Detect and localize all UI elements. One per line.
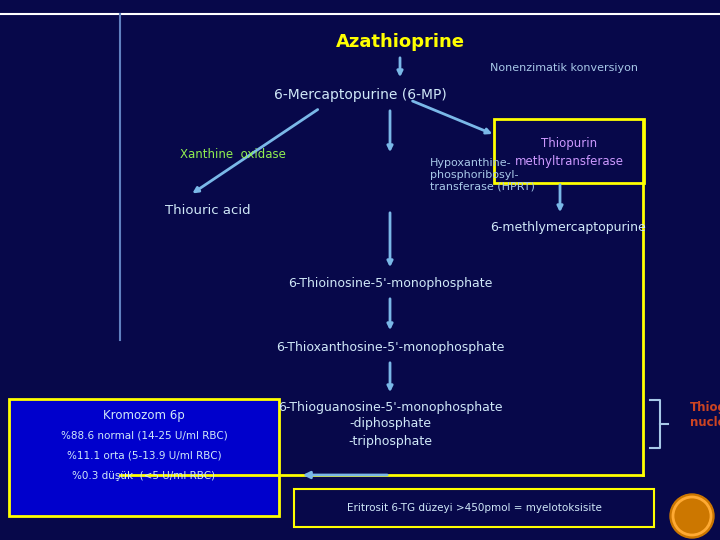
Text: %11.1 orta (5-13.9 U/ml RBC): %11.1 orta (5-13.9 U/ml RBC)	[67, 451, 221, 461]
Text: 6-Thioguanosine-5'-monophosphate: 6-Thioguanosine-5'-monophosphate	[278, 401, 503, 414]
FancyBboxPatch shape	[9, 399, 279, 516]
Text: Thioguanine
nucleotides (TGN): Thioguanine nucleotides (TGN)	[690, 401, 720, 429]
Text: -diphosphate: -diphosphate	[349, 417, 431, 430]
Text: Thiouric acid: Thiouric acid	[165, 204, 251, 217]
Text: -triphosphate: -triphosphate	[348, 435, 432, 448]
Circle shape	[670, 494, 714, 538]
Text: Eritrosit 6-TG düzeyi >450pmol = myelotoksisite: Eritrosit 6-TG düzeyi >450pmol = myeloto…	[346, 503, 601, 513]
Text: 6-methlymercaptopurine: 6-methlymercaptopurine	[490, 221, 646, 234]
Text: 6-Mercaptopurine (6-MP): 6-Mercaptopurine (6-MP)	[274, 88, 446, 102]
Text: %88.6 normal (14-25 U/ml RBC): %88.6 normal (14-25 U/ml RBC)	[60, 431, 228, 441]
FancyBboxPatch shape	[294, 489, 654, 527]
Text: Nonenzimatik konversiyon: Nonenzimatik konversiyon	[490, 63, 638, 73]
FancyBboxPatch shape	[494, 119, 644, 183]
Circle shape	[678, 502, 706, 530]
Text: %0.3 düşük  (<5 U/ml RBC): %0.3 düşük (<5 U/ml RBC)	[73, 471, 215, 481]
Text: 6-Thioxanthosine-5'-monophosphate: 6-Thioxanthosine-5'-monophosphate	[276, 341, 504, 354]
Text: Kromozom 6p: Kromozom 6p	[103, 408, 185, 422]
Text: methyltransferase: methyltransferase	[515, 156, 624, 168]
Text: Thiopurin: Thiopurin	[541, 137, 597, 150]
Text: Hypoxanthine-
phosphoribosyl-
transferase (HPRT): Hypoxanthine- phosphoribosyl- transferas…	[430, 158, 535, 192]
Text: Azathioprine: Azathioprine	[336, 33, 464, 51]
Text: 6-Thioinosine-5'-monophosphate: 6-Thioinosine-5'-monophosphate	[288, 276, 492, 289]
Text: Xanthine  oxidase: Xanthine oxidase	[180, 148, 286, 161]
